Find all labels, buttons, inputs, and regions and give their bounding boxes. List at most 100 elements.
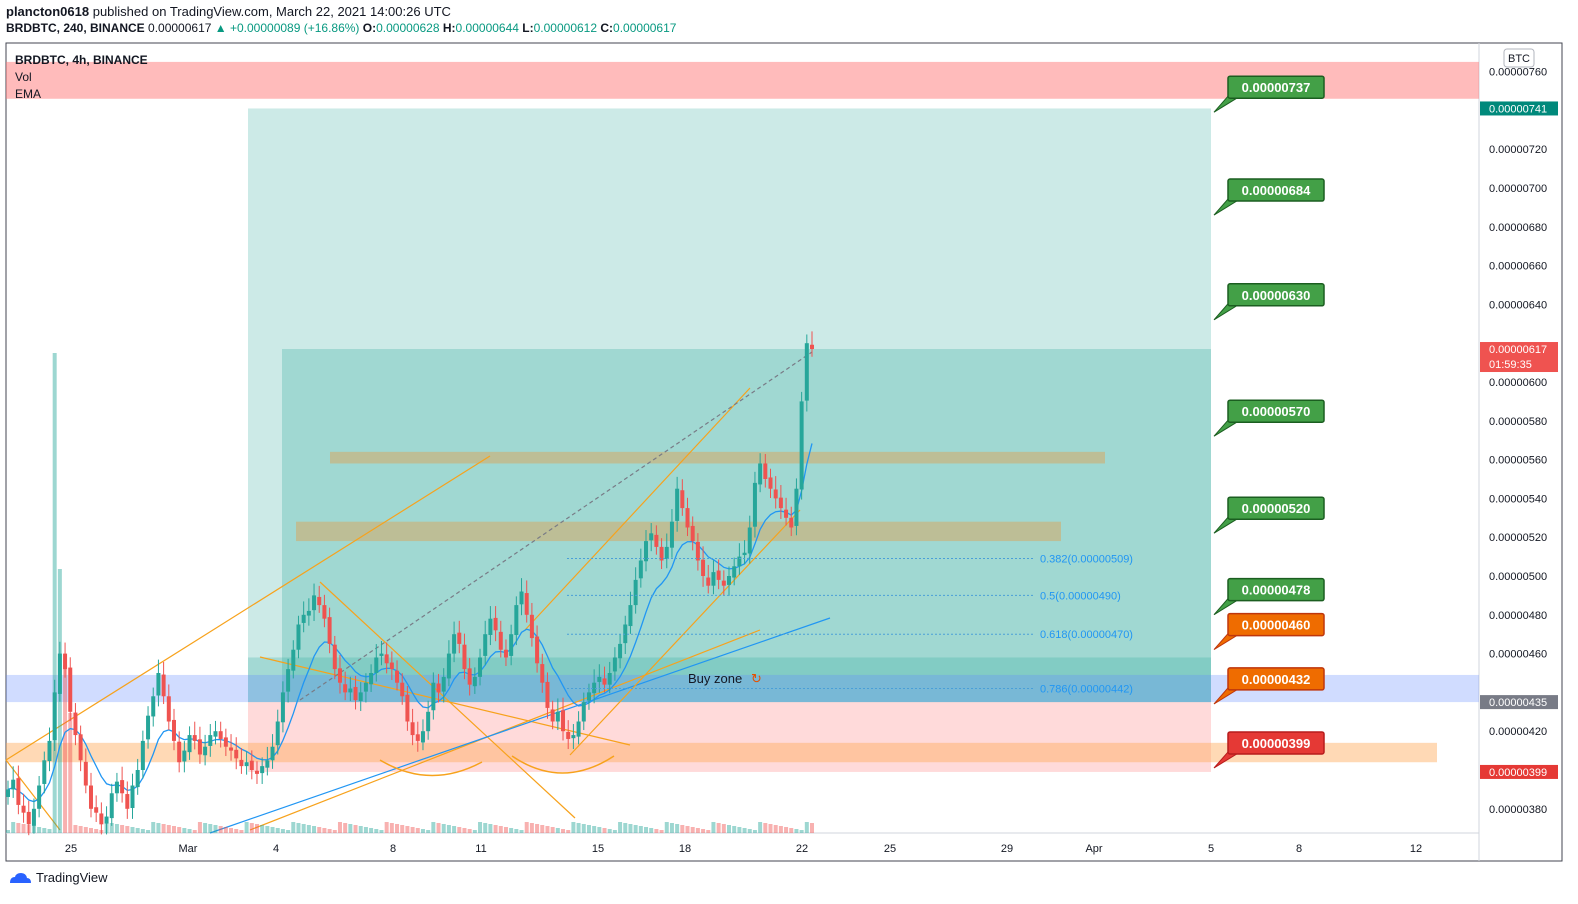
volume-bar — [524, 822, 529, 833]
target-box — [1227, 577, 1325, 602]
volume-bar — [363, 827, 368, 833]
volume-bar — [561, 829, 566, 833]
volume-bar — [254, 824, 259, 833]
volume-bar — [612, 830, 617, 833]
volume-bar — [571, 822, 576, 833]
y-tick-label: 0.00000760 — [1489, 67, 1547, 79]
trendline-lower-left[interactable] — [5, 759, 61, 831]
target-label: 0.00000570 — [1242, 404, 1311, 419]
legend-vol[interactable]: Vol — [15, 70, 32, 84]
target-label: 0.00000460 — [1242, 618, 1311, 633]
target-callout[interactable]: 0.00000478 — [1213, 577, 1325, 616]
volume-bar — [88, 828, 93, 833]
rising-support-orange[interactable] — [249, 629, 761, 831]
volume-bar — [493, 825, 498, 833]
supply-band-upper[interactable] — [330, 451, 1105, 464]
price-axis-tag[interactable] — [1480, 695, 1558, 710]
candle-body — [363, 682, 368, 692]
candle-body — [213, 731, 218, 737]
candle-body — [773, 489, 778, 499]
target-callout[interactable]: 0.00000520 — [1213, 496, 1325, 534]
volume-bar — [529, 823, 534, 833]
candle-body — [452, 634, 457, 654]
volume-bar — [73, 825, 78, 833]
target-callout[interactable]: 0.00000630 — [1213, 283, 1325, 321]
target-box — [1227, 178, 1325, 202]
target-label: 0.00000478 — [1242, 583, 1311, 598]
cup-arc-right[interactable] — [511, 755, 615, 774]
price-axis-tag-label: 0.00000399 — [1489, 767, 1547, 779]
candle-body — [514, 605, 519, 635]
candle-body — [6, 789, 10, 797]
target-callout[interactable]: 0.00000570 — [1213, 399, 1325, 437]
falling-wedge-bottom[interactable] — [319, 581, 576, 819]
buy-zone-annotation[interactable]: Buy zone — [688, 671, 742, 686]
candle-body — [400, 682, 405, 697]
volume-bar — [566, 830, 571, 833]
candle-body — [389, 662, 394, 670]
candle-body — [524, 593, 529, 615]
target-callout[interactable]: 0.00000432 — [1213, 667, 1325, 705]
target-callout[interactable]: 0.00000399 — [1213, 731, 1325, 769]
volume-bar — [467, 829, 472, 833]
target-callout[interactable]: 0.00000684 — [1213, 178, 1325, 216]
fib-connector-dashed[interactable] — [299, 351, 813, 701]
x-tick-label: 4 — [273, 843, 279, 855]
volume-bar — [37, 827, 42, 833]
candle-body — [493, 617, 498, 631]
volume-bar — [545, 826, 550, 833]
candle-body — [664, 546, 669, 559]
volume-bar — [659, 830, 664, 833]
candle-body — [265, 760, 270, 768]
footer-brand[interactable]: TradingView — [8, 870, 108, 885]
volume-bar — [389, 823, 394, 833]
author-name[interactable]: plancton0618 — [6, 4, 90, 19]
candle-body — [415, 734, 420, 741]
candle-body — [21, 805, 26, 813]
symbol-line: BRDBTC, 240, BINANCE — [6, 21, 145, 35]
rising-channel-bottom[interactable] — [569, 509, 801, 756]
currency-badge[interactable]: BTC — [1503, 48, 1535, 68]
cup-arc-left[interactable] — [379, 759, 483, 777]
candle-body — [254, 770, 259, 774]
candle-body — [462, 644, 467, 670]
trendline-channel-top[interactable] — [5, 455, 491, 761]
legend-ema[interactable]: EMA — [15, 87, 41, 101]
price-axis-tag[interactable] — [1480, 342, 1558, 373]
candle-body — [223, 737, 228, 747]
supply-band-lower[interactable] — [296, 521, 1061, 542]
bar-countdown: 01:59:35 — [1489, 359, 1532, 371]
price-axis-tag[interactable] — [1480, 764, 1558, 779]
open-label: O: — [362, 21, 377, 35]
volume-bar — [192, 830, 197, 833]
candle-body — [488, 618, 493, 635]
rising-channel-top[interactable] — [524, 387, 751, 631]
candle-body — [374, 657, 379, 673]
volume-bar — [706, 830, 711, 833]
price-axis-tag[interactable] — [1480, 101, 1558, 116]
y-tick-label: 0.00000640 — [1489, 299, 1547, 311]
rising-support-blue[interactable] — [209, 617, 831, 834]
volume-bar — [638, 826, 643, 833]
volume-bar — [752, 830, 757, 833]
volume-bar — [146, 830, 151, 833]
entry-zone[interactable] — [248, 657, 1211, 703]
y-tick-label: 0.00000460 — [1489, 649, 1547, 661]
candle-body — [571, 735, 576, 739]
long-position-target-zone[interactable] — [248, 108, 1211, 703]
candle-body — [322, 605, 327, 619]
volume-bar — [810, 823, 814, 833]
volume-bar — [410, 827, 415, 833]
support-band-orange[interactable] — [6, 742, 1437, 763]
candle-body — [778, 497, 783, 509]
x-tick-label: 12 — [1410, 843, 1422, 855]
x-tick-label: 25 — [65, 843, 77, 855]
volume-bar — [550, 827, 555, 833]
candle-body — [104, 816, 109, 824]
candle-body — [550, 709, 555, 722]
target-callout[interactable]: 0.00000737 — [1213, 75, 1325, 113]
target-callout[interactable]: 0.00000460 — [1213, 612, 1325, 651]
volume-bar — [488, 824, 493, 833]
candle-body — [758, 463, 763, 485]
